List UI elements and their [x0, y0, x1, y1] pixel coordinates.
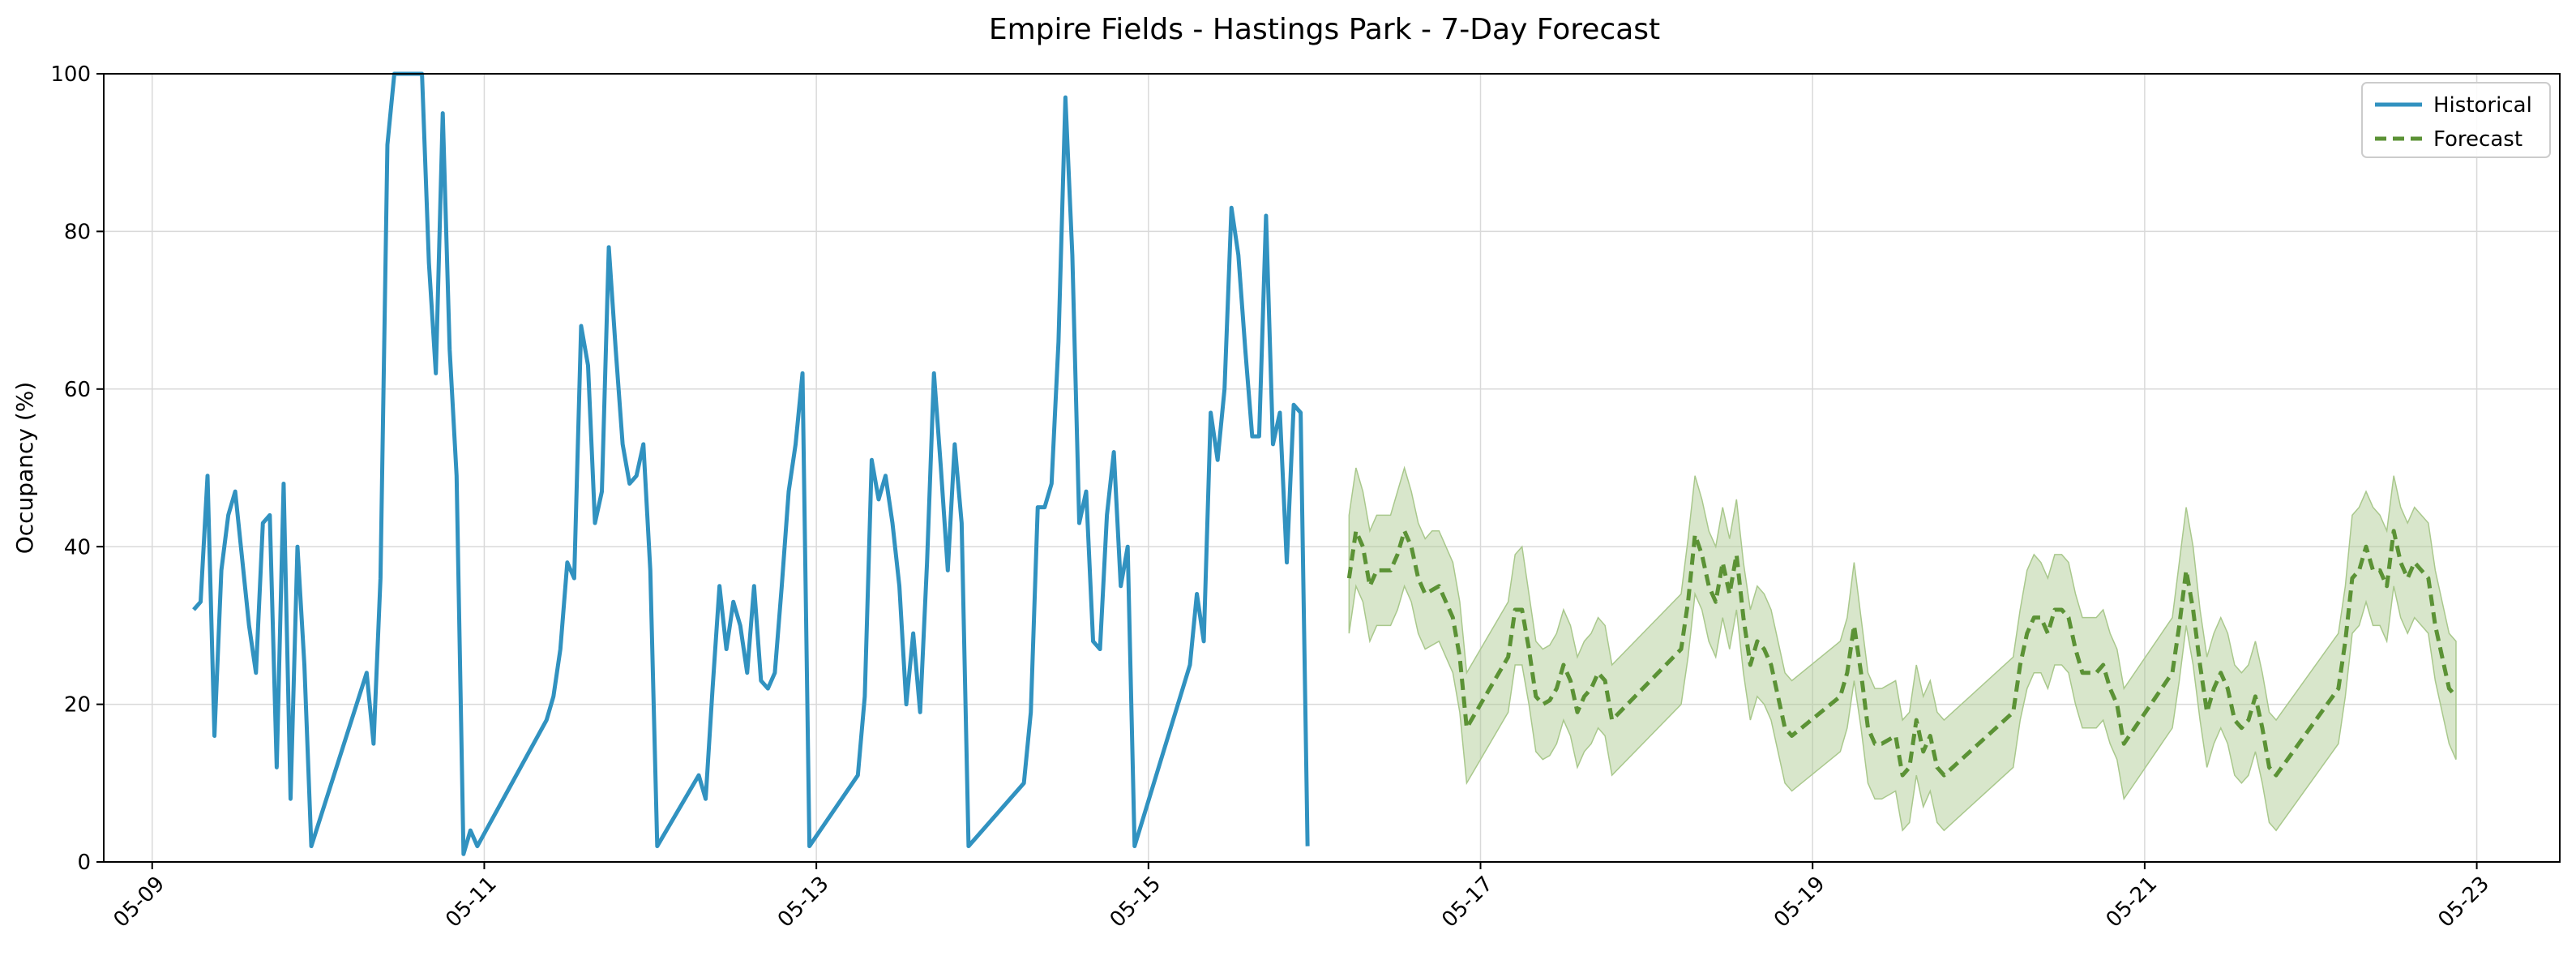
legend-box	[2361, 82, 2551, 158]
y-tick-label: 60	[64, 378, 91, 402]
y-tick-label: 100	[50, 62, 91, 87]
series-layer	[192, 71, 2458, 856]
x-tick-label: 05-17	[1437, 872, 1498, 932]
y-tick-label: 40	[64, 535, 91, 559]
legend-label: Historical	[2433, 93, 2532, 118]
legend: Historical Forecast	[2361, 82, 2551, 158]
y-axis: 0 20 40 60 80 100	[50, 62, 104, 875]
x-tick-label: 05-23	[2433, 872, 2494, 932]
y-axis-label: Occupancy (%)	[11, 382, 38, 555]
x-tick-label: 05-09	[109, 872, 169, 932]
legend-label: Forecast	[2433, 127, 2523, 152]
x-tick-label: 05-13	[773, 872, 834, 932]
x-tick-label: 05-21	[2102, 872, 2163, 932]
forecast-confidence-band	[1348, 465, 2457, 832]
x-axis: 05-09 05-11 05-13 05-15 05-17 05-19 05-21 05-23	[109, 862, 2494, 932]
y-tick-label: 0	[77, 851, 91, 875]
historical-line	[192, 71, 1310, 856]
y-tick-label: 80	[64, 221, 91, 245]
forecast-band	[1348, 465, 2457, 832]
x-tick-label: 05-19	[1769, 872, 1830, 932]
y-tick-label: 20	[64, 693, 91, 718]
chart-title: Empire Fields - Hastings Park - 7-Day Fo…	[989, 13, 1660, 46]
x-tick-label: 05-15	[1106, 872, 1166, 932]
grid	[104, 74, 2560, 862]
x-tick-label: 05-11	[441, 872, 502, 932]
plot-area-frame	[103, 73, 2561, 863]
forecast-line	[1346, 529, 2458, 778]
